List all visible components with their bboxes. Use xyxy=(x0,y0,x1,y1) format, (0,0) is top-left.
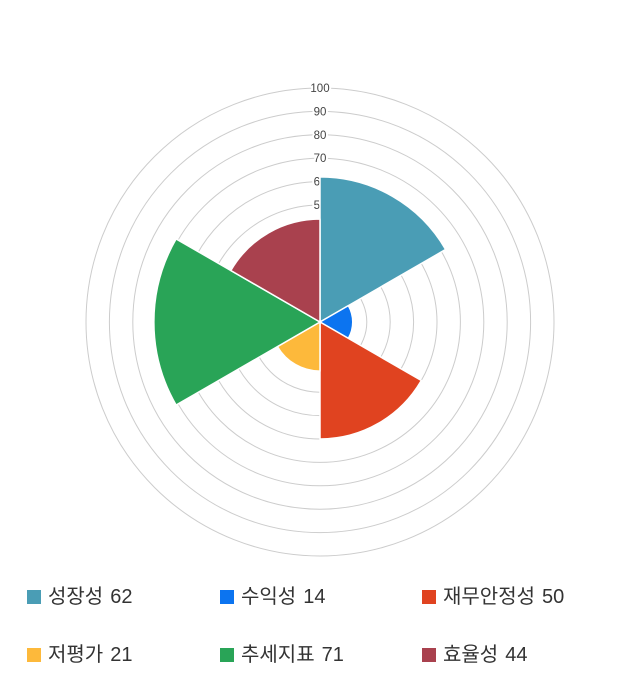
legend-swatch-profitability xyxy=(220,590,234,604)
axis-tick-label-80: 80 xyxy=(314,130,327,142)
sector-4-저평가[interactable] xyxy=(276,321,321,372)
sector-3-재무안정성[interactable] xyxy=(319,321,423,440)
legend-value: 50 xyxy=(542,586,565,608)
legend-label: 성장성 xyxy=(48,586,104,608)
legend-value: 71 xyxy=(321,644,344,666)
legend-swatch-trend-indicator xyxy=(220,648,234,662)
grid-ring-80 xyxy=(132,134,508,510)
legend-value: 62 xyxy=(110,586,133,608)
legend-label: 재무안정성 xyxy=(443,586,535,608)
axis-tick-label-90: 90 xyxy=(314,106,327,118)
sector-6-효율성[interactable] xyxy=(230,218,321,323)
legend-item-profitability[interactable]: 수익성 14 xyxy=(220,585,325,609)
axis-tick-label-70: 70 xyxy=(314,153,327,165)
legend-item-financial-stability[interactable]: 재무안정성 50 xyxy=(422,585,564,609)
legend-swatch-financial-stability xyxy=(422,590,436,604)
legend-label: 저평가 xyxy=(48,644,104,666)
sector-5-추세지표[interactable] xyxy=(153,238,321,406)
grid-ring-90 xyxy=(108,110,532,534)
grid-ring-100 xyxy=(85,87,555,557)
legend-value: 21 xyxy=(110,644,133,666)
legend-label: 수익성 xyxy=(241,586,297,608)
axis-tick-label-100: 100 xyxy=(310,83,329,95)
polar-area-chart: 5060708090100 xyxy=(85,81,555,557)
legend-label: 효율성 xyxy=(443,644,499,666)
legend-swatch-growth xyxy=(27,590,41,604)
legend-swatch-efficiency xyxy=(422,648,436,662)
legend-value: 14 xyxy=(303,586,326,608)
legend-value: 44 xyxy=(505,644,528,666)
legend-item-trend-indicator[interactable]: 추세지표 71 xyxy=(220,643,344,667)
legend-label: 추세지표 xyxy=(241,644,315,666)
legend-swatch-undervaluation xyxy=(27,648,41,662)
legend-item-undervaluation[interactable]: 저평가 21 xyxy=(27,643,132,667)
legend-item-growth[interactable]: 성장성 62 xyxy=(27,585,132,609)
sector-1-성장성[interactable] xyxy=(319,176,447,323)
legend-item-efficiency[interactable]: 효율성 44 xyxy=(422,643,527,667)
